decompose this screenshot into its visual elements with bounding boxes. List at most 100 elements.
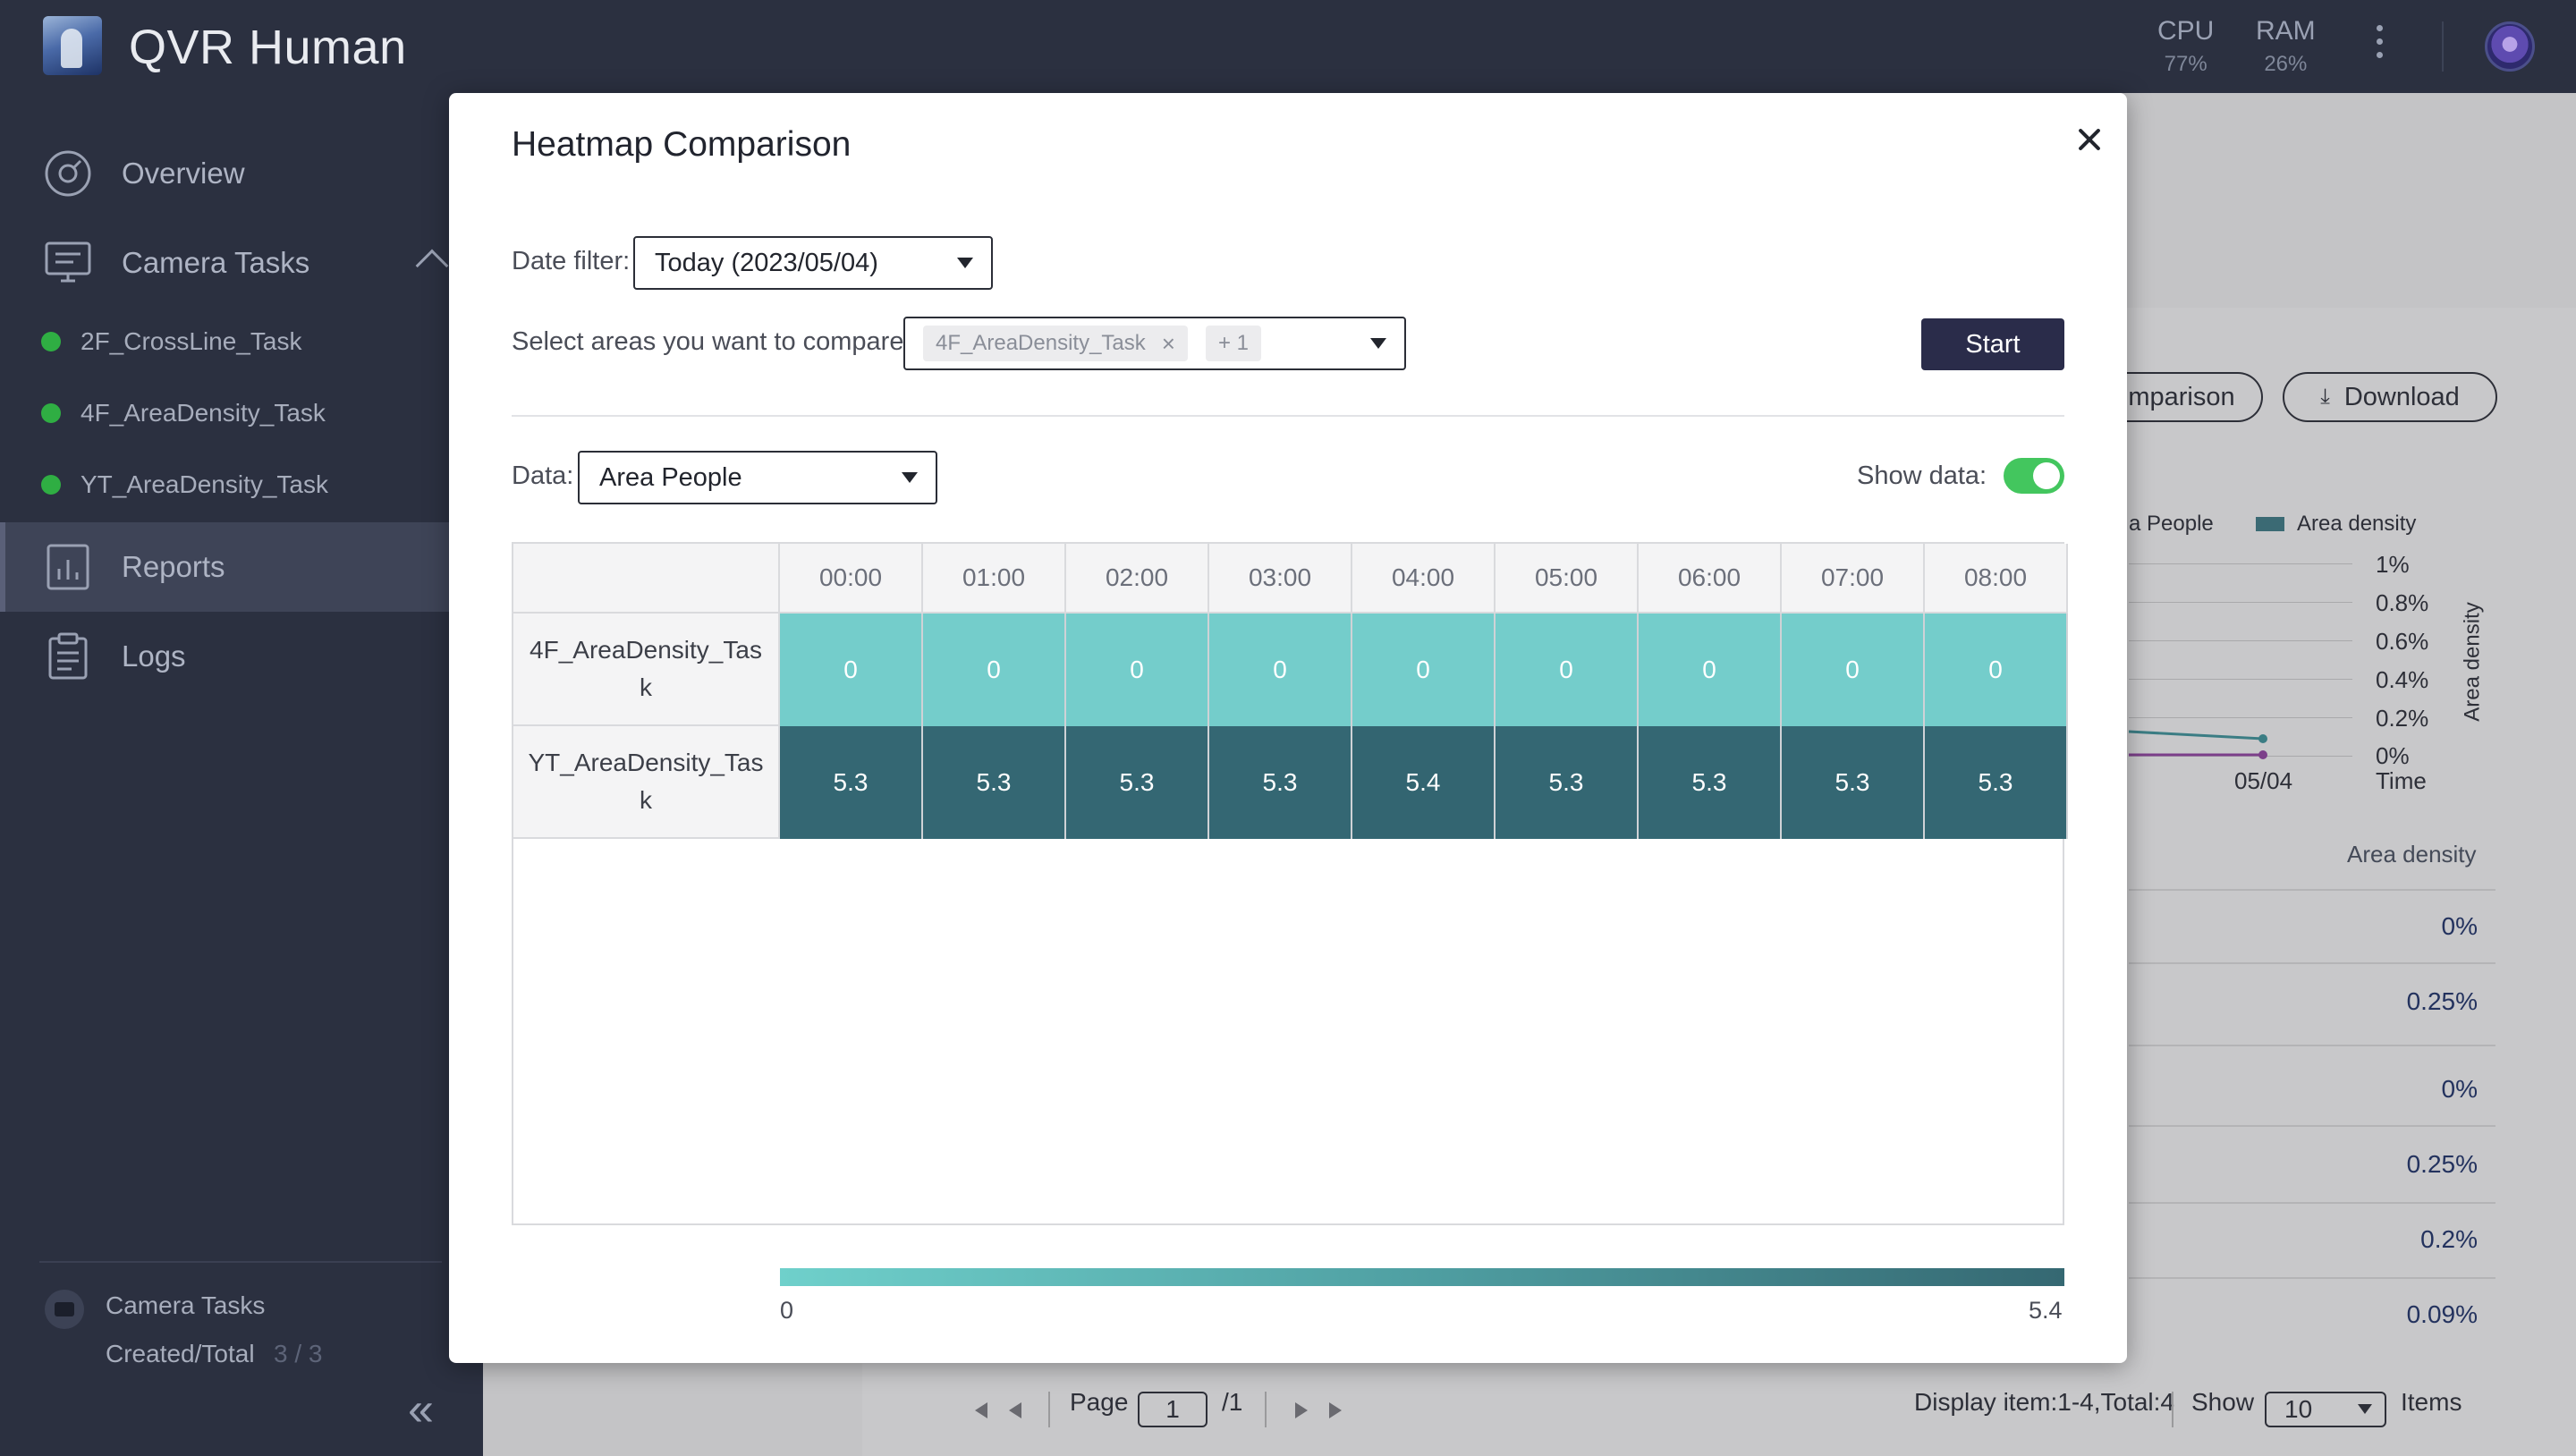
heatmap-comparison-dialog: Heatmap Comparison Date filter: Today (2… xyxy=(449,93,2127,1363)
heatmap-cell[interactable]: 5.3 xyxy=(1066,726,1209,839)
items-label: Items xyxy=(2401,1388,2462,1416)
download-button[interactable]: ⤓ Download xyxy=(2283,372,2497,422)
legend-swatch xyxy=(2256,517,2284,531)
show-label: Show xyxy=(2191,1388,2255,1416)
sidebar-item-logs[interactable]: Logs xyxy=(0,612,483,701)
sidebar-item-label: Overview xyxy=(122,157,245,190)
footer-label: Created/Total xyxy=(106,1340,255,1367)
table-divider xyxy=(2129,1277,2496,1279)
monitor-icon xyxy=(45,241,91,283)
clipboard-icon xyxy=(48,632,88,680)
heatmap-cell[interactable]: 0 xyxy=(1782,614,1925,726)
section-divider xyxy=(512,415,2064,417)
data-select[interactable]: Area People xyxy=(578,451,937,504)
pager-divider xyxy=(1265,1392,1267,1427)
chevron-down-icon xyxy=(957,258,973,268)
first-page-icon[interactable] xyxy=(975,1402,987,1418)
table-cell: 0.09% xyxy=(2406,1300,2478,1328)
table-divider xyxy=(2129,1045,2496,1046)
hour-column-header: 08:00 xyxy=(1925,544,2068,614)
heatmap-cell[interactable]: 5.3 xyxy=(1496,726,1639,839)
more-options-icon[interactable] xyxy=(2372,25,2386,64)
data-label: Data: xyxy=(512,461,574,490)
task-row-header: 4F_AreaDensity_Task xyxy=(513,614,780,726)
heatmap-cell[interactable]: 0 xyxy=(1209,614,1352,726)
task-label: 2F_CrossLine_Task xyxy=(80,327,302,355)
chart-icon xyxy=(47,544,89,590)
page-input[interactable]: 1 xyxy=(1138,1392,1208,1427)
y-tick: 0.4% xyxy=(2376,666,2429,693)
heatmap-cell[interactable]: 5.3 xyxy=(1925,726,2068,839)
overview-icon xyxy=(45,150,91,197)
y-tick: 0.6% xyxy=(2376,628,2429,655)
heatmap-cell[interactable]: 5.3 xyxy=(1639,726,1782,839)
collapse-sidebar-icon[interactable]: « xyxy=(408,1384,434,1435)
cpu-metric: CPU 77% xyxy=(2157,16,2214,77)
user-avatar[interactable] xyxy=(2485,21,2535,72)
heatmap-cell[interactable]: 5.3 xyxy=(1209,726,1352,839)
close-icon[interactable] xyxy=(2064,114,2114,165)
next-page-icon[interactable] xyxy=(1295,1402,1308,1418)
x-axis-label: Time xyxy=(2376,767,2427,794)
app-title: QVR Human xyxy=(129,21,407,74)
start-button[interactable]: Start xyxy=(1921,318,2064,370)
items-per-page-select[interactable]: 10 xyxy=(2265,1392,2386,1427)
heatmap-cell[interactable]: 0 xyxy=(1352,614,1496,726)
hour-column-header: 01:00 xyxy=(923,544,1066,614)
y-tick: 0.8% xyxy=(2376,589,2429,616)
heatmap-cell[interactable]: 5.4 xyxy=(1352,726,1496,839)
heatmap-cell[interactable]: 0 xyxy=(780,614,923,726)
heatmap-cell[interactable]: 5.3 xyxy=(923,726,1066,839)
grid-line xyxy=(2129,563,2352,564)
table-divider xyxy=(2129,1202,2496,1204)
task-label: 4F_AreaDensity_Task xyxy=(80,399,326,427)
legend-item: Area density xyxy=(2297,512,2417,536)
hour-column-header: 04:00 xyxy=(1352,544,1496,614)
top-bar: QVR Human CPU 77% RAM 26% xyxy=(0,0,2576,93)
chevron-down-icon xyxy=(1370,338,1386,349)
page-label: Page xyxy=(1070,1388,1129,1416)
ram-metric: RAM 26% xyxy=(2256,16,2316,77)
items-per-page-value: 10 xyxy=(2284,1395,2313,1423)
selected-area-tag[interactable]: 4F_AreaDensity_Task × xyxy=(923,326,1188,361)
remove-tag-icon[interactable]: × xyxy=(1161,329,1175,357)
heatmap-table: 00:00 01:00 02:00 03:00 04:00 05:00 06:00 07:00… xyxy=(512,542,2068,1225)
heatmap-cell[interactable]: 0 xyxy=(923,614,1066,726)
data-value: Area People xyxy=(599,462,742,492)
table-cell: 0% xyxy=(2441,912,2478,940)
y-tick: 0.2% xyxy=(2376,705,2429,732)
heatmap-cell[interactable]: 5.3 xyxy=(780,726,923,839)
sidebar-item-overview[interactable]: Overview xyxy=(0,129,483,218)
table-header: Area density xyxy=(2347,841,2477,868)
chevron-down-icon xyxy=(902,472,918,483)
heatmap-cell[interactable]: 0 xyxy=(1496,614,1639,726)
color-scale-bar xyxy=(780,1268,2064,1286)
heatmap-cell[interactable]: 0 xyxy=(1925,614,2068,726)
sidebar-item-label: Reports xyxy=(122,550,225,583)
status-dot-icon xyxy=(41,332,61,351)
sidebar-task-item[interactable]: 4F_AreaDensity_Task xyxy=(0,377,483,449)
prev-page-icon[interactable] xyxy=(1009,1402,1021,1418)
download-icon: ⤓ xyxy=(2320,385,2330,409)
page-total: /1 xyxy=(1222,1388,1243,1416)
pager-divider xyxy=(2172,1392,2174,1427)
scale-max-label: 5.4 xyxy=(2029,1297,2063,1324)
show-data-label: Show data: xyxy=(1857,461,1987,490)
comparison-button[interactable]: mparison xyxy=(2102,372,2263,422)
show-data-toggle[interactable] xyxy=(2004,458,2064,494)
y-tick: 1% xyxy=(2376,551,2410,578)
status-dot-icon xyxy=(41,475,61,495)
compare-areas-label: Select areas you want to compare: xyxy=(512,327,911,356)
cpu-value: 77% xyxy=(2164,52,2207,76)
sidebar-task-item[interactable]: 2F_CrossLine_Task xyxy=(0,306,483,377)
heatmap-cell[interactable]: 0 xyxy=(1066,614,1209,726)
hour-column-header: 02:00 xyxy=(1066,544,1209,614)
sidebar-task-item[interactable]: YT_AreaDensity_Task xyxy=(0,449,483,521)
heatmap-cell[interactable]: 5.3 xyxy=(1782,726,1925,839)
date-filter-select[interactable]: Today (2023/05/04) xyxy=(633,236,993,290)
table-cell: 0.25% xyxy=(2406,1150,2478,1178)
sidebar-item-camera-tasks[interactable]: Camera Tasks xyxy=(0,218,483,308)
sidebar-item-reports[interactable]: Reports xyxy=(0,522,483,612)
heatmap-cell[interactable]: 0 xyxy=(1639,614,1782,726)
last-page-icon[interactable] xyxy=(1329,1402,1342,1418)
